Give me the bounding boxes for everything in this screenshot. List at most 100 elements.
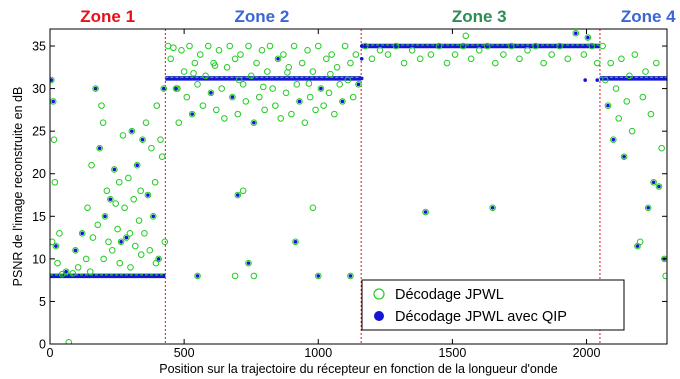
jpwl-point	[572, 29, 580, 37]
jpwl-point	[341, 42, 349, 50]
jpwl-point	[142, 119, 150, 126]
jpwl-point	[178, 46, 185, 54]
jpwl-point	[644, 204, 652, 212]
jpwl-point	[607, 59, 614, 67]
jpwl-point	[631, 51, 639, 58]
qip-point	[316, 274, 321, 278]
jpwl-point	[175, 119, 183, 126]
jpwl-point	[280, 51, 287, 58]
qip-point	[423, 210, 428, 214]
legend-box	[361, 279, 625, 331]
jpwl-point	[123, 234, 130, 241]
jpwl-point	[492, 59, 499, 67]
jpwl-point	[298, 59, 306, 67]
qip-point	[651, 180, 656, 185]
jpwl-point	[196, 51, 204, 58]
jpwl-point	[56, 230, 63, 237]
jpwl-point	[556, 42, 563, 50]
jpwl-point	[253, 59, 260, 67]
jpwl-point	[274, 55, 282, 63]
qip-point	[124, 235, 129, 240]
x-axis-label: Position sur la trajectoire du récepteur…	[159, 362, 558, 376]
jpwl-point	[82, 255, 90, 263]
jpwl-point	[125, 174, 132, 182]
jpwl-point	[221, 115, 228, 122]
qip-point	[108, 197, 113, 202]
qip-point	[573, 31, 578, 36]
jpwl-point	[78, 230, 86, 237]
jpwl-point	[309, 204, 317, 212]
jpwl-point	[610, 136, 617, 143]
jpwl-point	[50, 136, 58, 143]
jpwl-point	[112, 200, 120, 207]
jpwl-point	[320, 102, 327, 109]
jpwl-point	[194, 272, 201, 280]
axes: 0 500 1000 1500 2000 0 5 10 15 20 25 30 35 Position s…	[11, 28, 668, 376]
jpwl-point	[508, 42, 515, 50]
jpwl-point	[615, 115, 623, 122]
jpwl-point	[604, 102, 612, 109]
jpwl-point	[599, 42, 606, 50]
jpwl-point	[312, 106, 319, 114]
jpwl-point	[92, 85, 99, 92]
jpwl-point	[516, 55, 523, 63]
jpwl-point	[146, 247, 154, 254]
jpwl-point	[636, 238, 644, 246]
jpwl-point	[211, 62, 219, 69]
jpwl-point	[218, 85, 225, 92]
jpwl-point	[467, 55, 475, 63]
jpwl-point	[111, 166, 118, 173]
qip-point	[657, 184, 661, 189]
jpwl-point	[96, 144, 103, 152]
zone-label: Zone 4	[621, 7, 676, 26]
jpwl-point	[226, 42, 234, 50]
jpwl-point	[269, 85, 276, 92]
y-tick-label: 5	[39, 295, 46, 309]
y-tick-label: 20	[32, 167, 46, 181]
qip-point	[93, 86, 98, 91]
qip-point	[359, 76, 364, 81]
jpwl-point	[261, 106, 268, 114]
qip-point	[135, 163, 139, 168]
jpwl-point	[277, 115, 285, 122]
jpwl-point	[368, 55, 376, 63]
jpwl-point	[133, 161, 141, 169]
jpwl-point	[489, 204, 496, 212]
jpwl-point	[564, 55, 572, 63]
jpwl-point	[149, 212, 157, 220]
jpwl-point	[628, 127, 636, 135]
qip-point	[209, 91, 213, 95]
qip-point	[276, 56, 280, 61]
jpwl-point	[327, 70, 334, 78]
jpwl-point	[548, 51, 555, 58]
jpwl-point	[314, 272, 322, 280]
jpwl-point	[239, 81, 247, 88]
jpwl-point	[325, 89, 333, 97]
jpwl-point	[141, 230, 148, 237]
qip-point	[151, 214, 156, 219]
jpwl-point	[229, 93, 236, 101]
jpwl-point	[186, 42, 193, 50]
jpwl-point	[158, 153, 166, 161]
jpwl-point	[127, 264, 134, 271]
qip-point	[359, 44, 364, 48]
jpwl-point	[435, 42, 443, 50]
qip-point	[97, 146, 102, 150]
jpwl-point	[266, 42, 274, 50]
jpwl-point	[392, 42, 400, 50]
jpwl-point	[642, 68, 649, 75]
jpwl-point	[65, 338, 73, 344]
qip-point	[80, 231, 84, 236]
jpwl-point	[119, 132, 127, 139]
jpwl-point	[180, 68, 188, 75]
jpwl-point	[121, 204, 128, 212]
legend-label-jpwl: Décodage JPWL	[395, 287, 504, 303]
jpwl-point	[305, 80, 313, 87]
jpwl-point	[117, 238, 125, 246]
axes-frame	[49, 28, 668, 345]
x-tick-label: 1500	[438, 346, 466, 360]
jpwl-point	[139, 136, 146, 143]
jpwl-point	[352, 51, 360, 58]
jpwl-point	[623, 98, 631, 105]
jpwl-point	[336, 81, 344, 88]
